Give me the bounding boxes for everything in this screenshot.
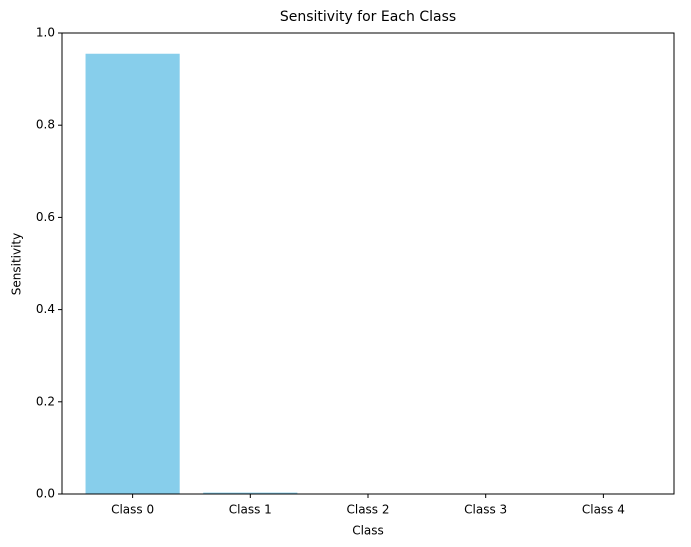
x-tick-label: Class 2 bbox=[346, 503, 389, 517]
x-tick-label: Class 1 bbox=[229, 503, 272, 517]
y-tick-label: 0.0 bbox=[36, 487, 55, 501]
bar bbox=[85, 53, 180, 495]
y-axis-label: Sensitivity bbox=[10, 233, 24, 295]
chart-title: Sensitivity for Each Class bbox=[280, 9, 456, 25]
bar bbox=[203, 492, 298, 494]
x-tick-label: Class 3 bbox=[464, 503, 507, 517]
y-tick-label: 0.6 bbox=[36, 210, 55, 224]
y-tick-label: 0.2 bbox=[36, 394, 55, 408]
x-axis-label: Class bbox=[352, 524, 384, 538]
y-tick-label: 1.0 bbox=[36, 26, 55, 40]
x-tick-label: Class 4 bbox=[582, 503, 625, 517]
plot-frame bbox=[61, 32, 675, 495]
y-tick-label: 0.4 bbox=[36, 302, 55, 316]
y-tick-label: 0.8 bbox=[36, 118, 55, 132]
x-tick-label: Class 0 bbox=[111, 503, 154, 517]
